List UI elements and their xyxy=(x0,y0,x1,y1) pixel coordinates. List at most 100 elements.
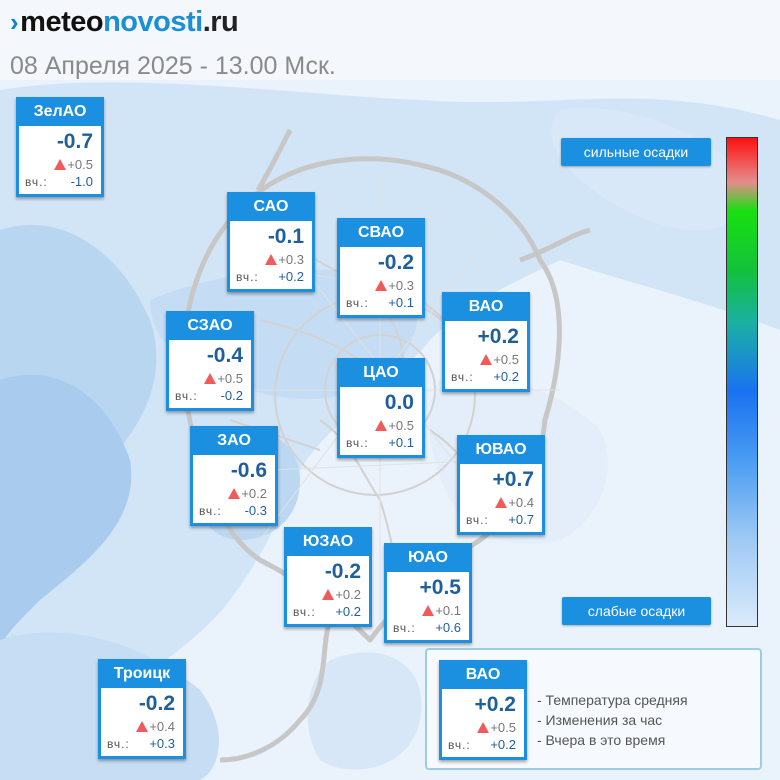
average-temperature: +0.2 xyxy=(474,693,516,716)
hourly-change: +0.4 xyxy=(136,719,175,734)
yesterday-label: вч.: xyxy=(107,737,130,751)
hourly-change: +0.5 xyxy=(480,352,519,367)
average-temperature: +0.2 xyxy=(477,325,519,348)
yesterday-temperature: +0.2 xyxy=(493,369,519,384)
average-temperature: 0.0 xyxy=(384,391,414,414)
average-temperature: -0.2 xyxy=(138,692,175,715)
district-name: ЮВАО xyxy=(460,438,542,464)
yesterday-temperature: +0.7 xyxy=(508,512,534,527)
heavy-precipitation-label: сильные осадки xyxy=(561,138,711,166)
district-card-szao: СЗАО -0.4 +0.5 вч.: -0.2 xyxy=(166,311,254,411)
logo-text-novosti: novosti xyxy=(103,6,203,38)
hourly-change: +0.2 xyxy=(228,486,267,501)
up-arrow-icon xyxy=(204,373,217,384)
yesterday-label: вч.: xyxy=(393,621,416,635)
date-time-subtitle: 08 Апреля 2025 - 13.00 Мск. xyxy=(10,52,336,80)
up-arrow-icon xyxy=(375,420,388,431)
yesterday-label: вч.: xyxy=(466,513,489,527)
legend-descriptions: - Температура средняя - Изменения за час… xyxy=(537,690,688,750)
up-arrow-icon xyxy=(495,497,508,508)
hourly-change-value: +0.2 xyxy=(335,587,361,602)
district-name: САО xyxy=(230,195,312,221)
district-name: ВАО xyxy=(442,663,524,689)
up-arrow-icon xyxy=(54,159,67,170)
district-card-yuao: ЮАО +0.5 +0.1 вч.: +0.6 xyxy=(384,543,472,643)
average-temperature: +0.7 xyxy=(492,468,534,491)
yesterday-temperature: +0.2 xyxy=(335,604,361,619)
precipitation-gradient-scale xyxy=(726,137,758,627)
hourly-change: +0.5 xyxy=(54,157,93,172)
district-card-zao: ЗАО -0.6 +0.2 вч.: -0.3 xyxy=(190,426,278,526)
district-name: ЮЗАО xyxy=(287,530,369,556)
light-precipitation-label: слабые осадки xyxy=(562,597,711,625)
yesterday-temperature: +0.3 xyxy=(149,736,175,751)
hourly-change-value: +0.3 xyxy=(278,252,304,267)
average-temperature: -0.1 xyxy=(267,225,304,248)
legend-line-yesterday: - Вчера в это время xyxy=(537,732,666,748)
hourly-change: +0.3 xyxy=(265,252,304,267)
average-temperature: -0.2 xyxy=(377,251,414,274)
up-arrow-icon xyxy=(322,589,335,600)
hourly-change-value: +0.3 xyxy=(388,278,414,293)
hourly-change-value: +0.5 xyxy=(490,720,516,735)
logo-text-meteo: meteo xyxy=(20,6,104,38)
up-arrow-icon xyxy=(136,721,149,732)
average-temperature: -0.7 xyxy=(56,130,93,153)
district-name: СВАО xyxy=(340,221,422,247)
hourly-change: +0.5 xyxy=(375,418,414,433)
yesterday-label: вч.: xyxy=(175,389,198,403)
average-temperature: +0.5 xyxy=(419,576,461,599)
up-arrow-icon xyxy=(228,488,241,499)
hourly-change-value: +0.1 xyxy=(435,603,461,618)
yesterday-label: вч.: xyxy=(346,296,369,310)
district-card-sao: САО -0.1 +0.3 вч.: +0.2 xyxy=(227,192,315,292)
district-name: ЦАО xyxy=(340,361,422,387)
district-card-zelao: ЗелАО -0.7 +0.5 вч.: -1.0 xyxy=(16,97,104,197)
yesterday-label: вч.: xyxy=(346,436,369,450)
hourly-change-value: +0.5 xyxy=(67,157,93,172)
average-temperature: -0.6 xyxy=(230,459,267,482)
hourly-change-value: +0.4 xyxy=(508,495,534,510)
up-arrow-icon xyxy=(375,280,388,291)
district-name: СЗАО xyxy=(169,314,251,340)
hourly-change-value: +0.5 xyxy=(217,371,243,386)
hourly-change-value: +0.5 xyxy=(493,352,519,367)
hourly-change-value: +0.5 xyxy=(388,418,414,433)
legend-line-hourly-change: - Изменения за час xyxy=(537,712,663,728)
hourly-change: +0.5 xyxy=(204,371,243,386)
district-name: Троицк xyxy=(101,662,183,688)
hourly-change: +0.4 xyxy=(495,495,534,510)
yesterday-label: вч.: xyxy=(448,738,471,752)
yesterday-temperature: +0.1 xyxy=(388,295,414,310)
hourly-change: +0.5 xyxy=(477,720,516,735)
district-name: ЮАО xyxy=(387,546,469,572)
hourly-change-value: +0.2 xyxy=(241,486,267,501)
up-arrow-icon xyxy=(477,722,490,733)
district-card-vao: ВАО +0.2 +0.5 вч.: +0.2 xyxy=(442,292,530,392)
yesterday-temperature: -1.0 xyxy=(70,174,93,189)
logo-text-domain: .ru xyxy=(202,6,239,38)
district-card-yuvao: ЮВАО +0.7 +0.4 вч.: +0.7 xyxy=(457,435,545,535)
up-arrow-icon xyxy=(480,354,493,365)
yesterday-label: вч.: xyxy=(25,175,48,189)
yesterday-label: вч.: xyxy=(451,370,474,384)
yesterday-temperature: +0.6 xyxy=(435,620,461,635)
up-arrow-icon xyxy=(422,605,435,616)
yesterday-label: вч.: xyxy=(293,605,316,619)
district-card-yuzao: ЮЗАО -0.2 +0.2 вч.: +0.2 xyxy=(284,527,372,627)
yesterday-temperature: +0.2 xyxy=(278,269,304,284)
yesterday-label: вч.: xyxy=(199,504,222,518)
hourly-change: +0.3 xyxy=(375,278,414,293)
yesterday-label: вч.: xyxy=(236,270,259,284)
legend-line-average-temperature: - Температура средняя xyxy=(537,692,688,708)
district-card-svao: СВАО -0.2 +0.3 вч.: +0.1 xyxy=(337,218,425,318)
district-name: ВАО xyxy=(445,295,527,321)
hourly-change-value: +0.4 xyxy=(149,719,175,734)
average-temperature: -0.2 xyxy=(324,560,361,583)
yesterday-temperature: -0.3 xyxy=(244,503,267,518)
up-arrow-icon xyxy=(265,254,278,265)
legend-example-card: ВАО +0.2 +0.5 вч.: +0.2 xyxy=(439,660,527,760)
yesterday-temperature: +0.2 xyxy=(490,737,516,752)
yesterday-temperature: -0.2 xyxy=(220,388,243,403)
site-logo[interactable]: › meteo novosti .ru xyxy=(10,6,239,39)
